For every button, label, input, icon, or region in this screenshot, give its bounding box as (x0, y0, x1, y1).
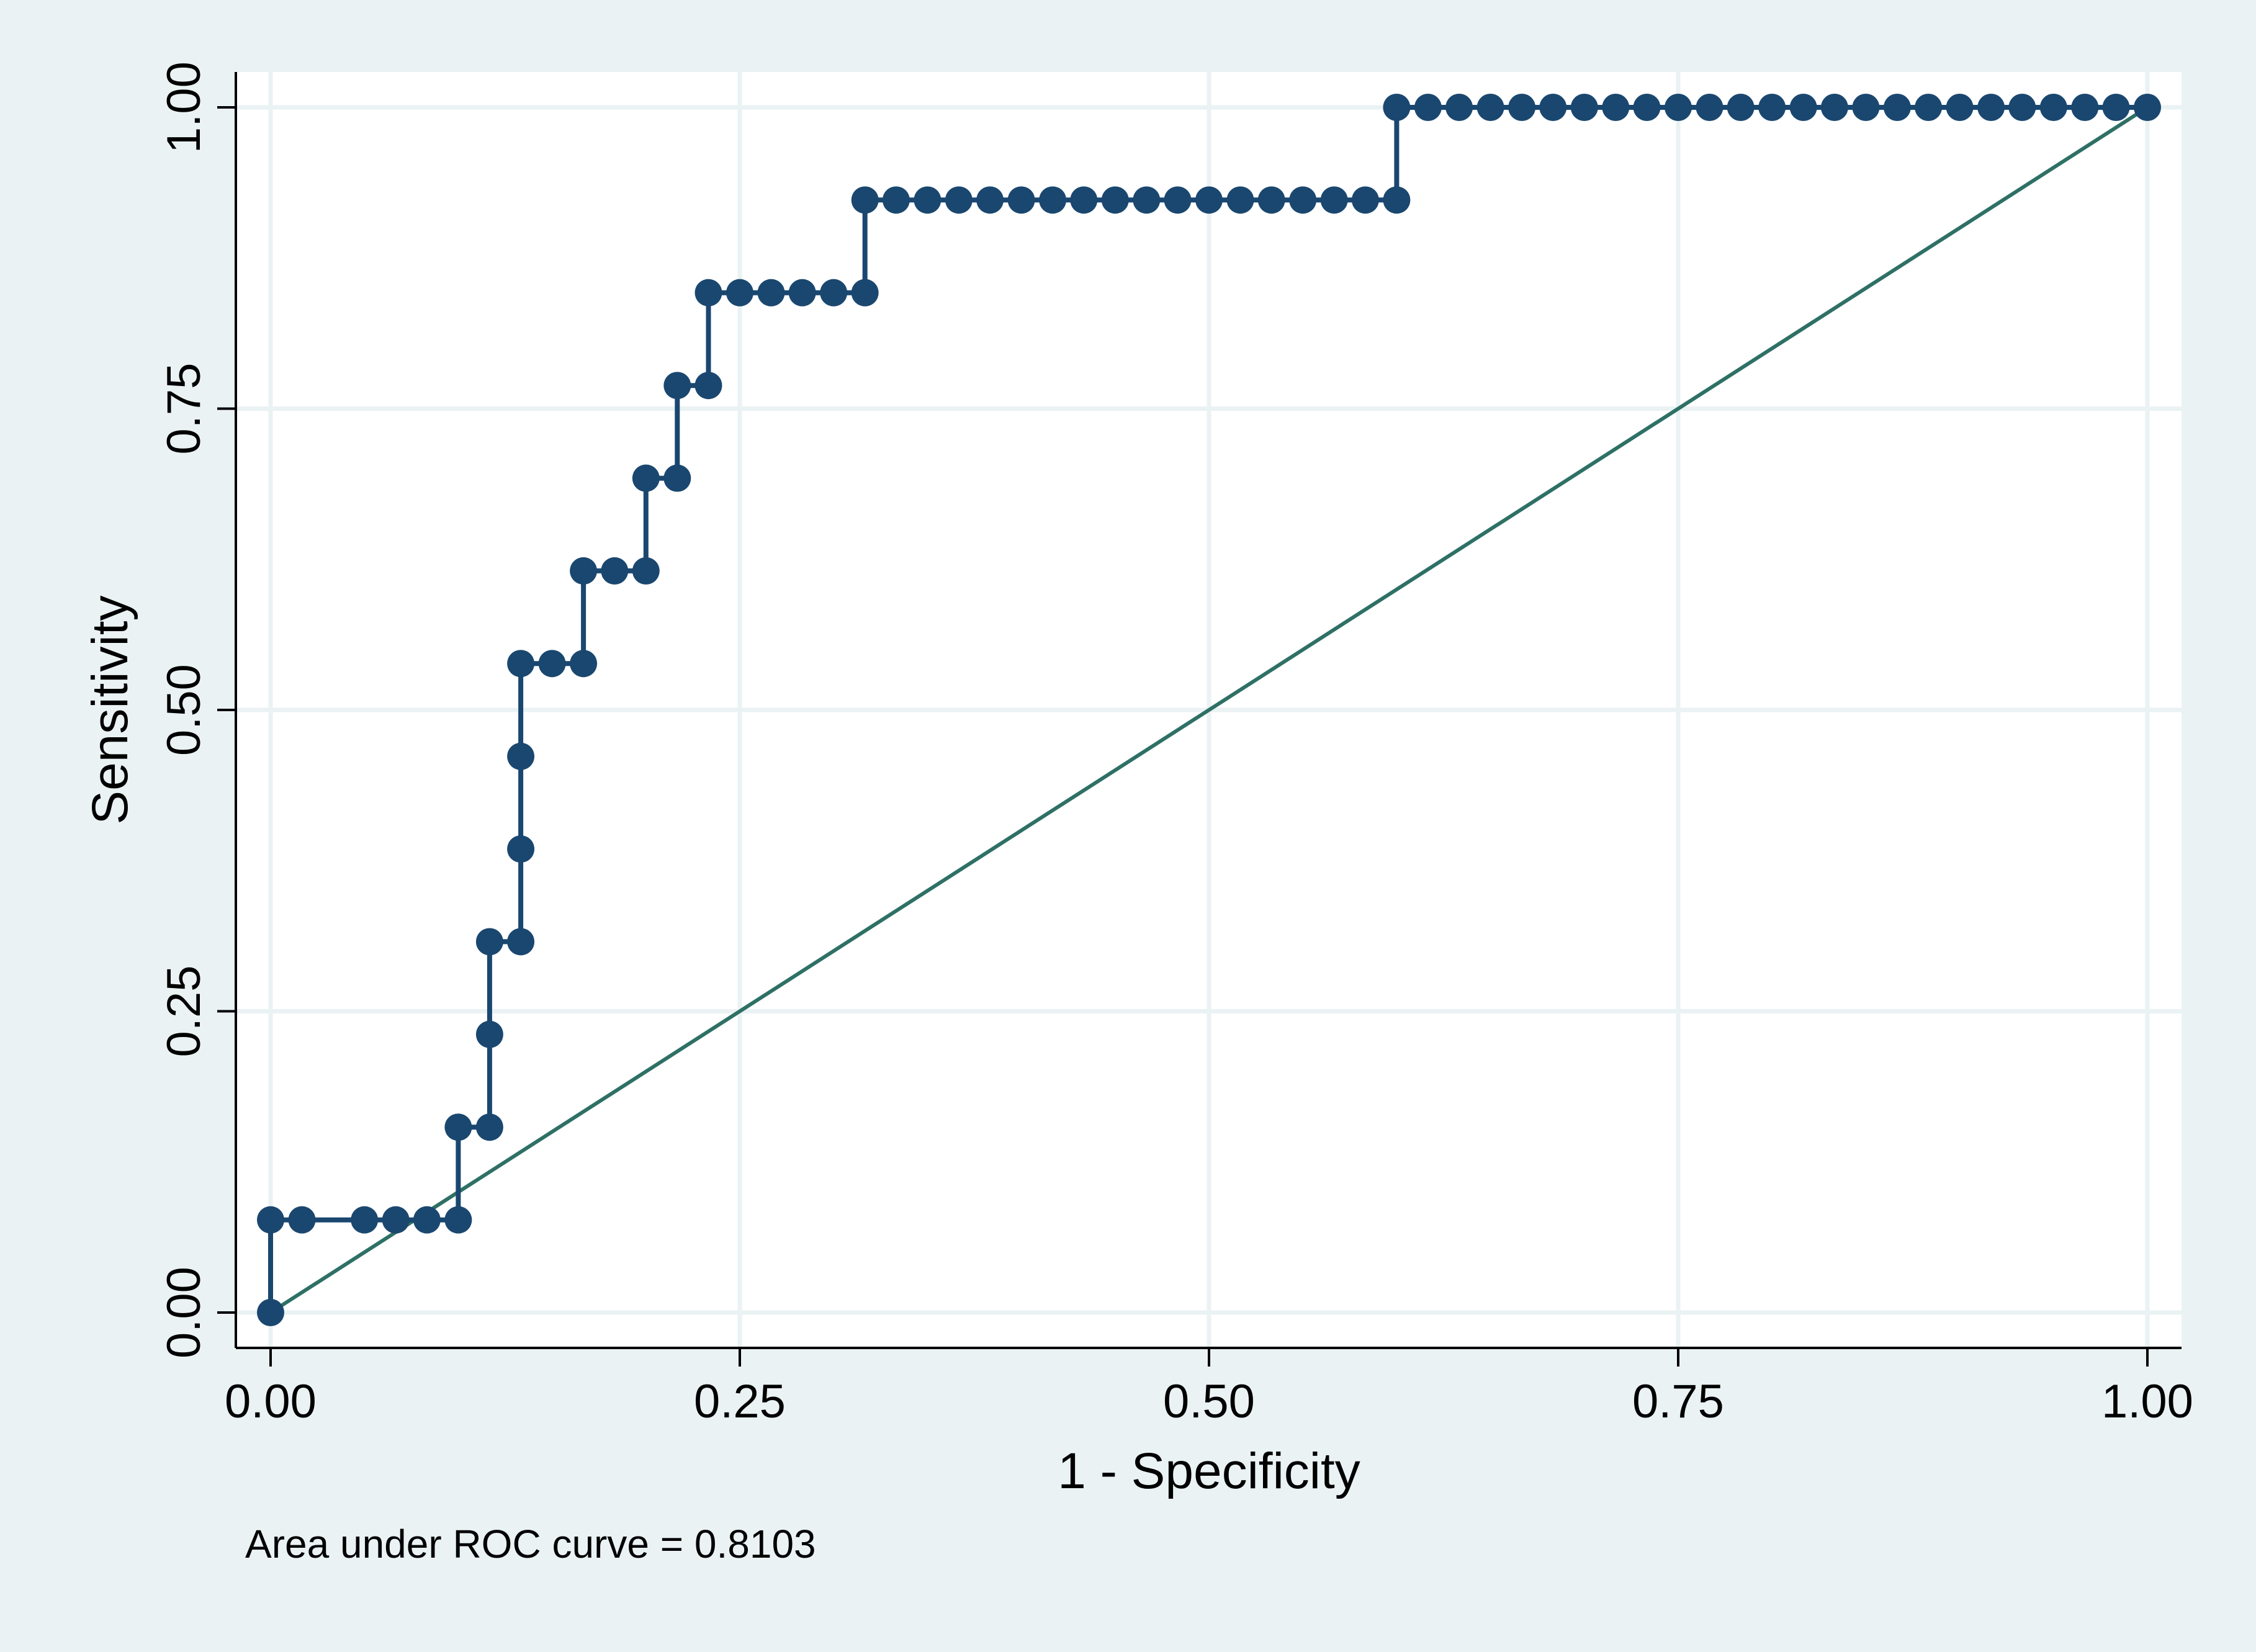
roc-point (694, 372, 722, 400)
roc-point (257, 1299, 284, 1326)
roc-point (444, 1113, 472, 1141)
roc-point (1508, 94, 1536, 121)
roc-point (1602, 94, 1630, 121)
roc-point (1320, 186, 1348, 214)
roc-point (1414, 94, 1442, 121)
roc-point (1758, 94, 1786, 121)
roc-point (1164, 186, 1192, 214)
roc-point (1226, 186, 1254, 214)
roc-point (757, 279, 785, 307)
roc-point (1257, 186, 1285, 214)
roc-point (1915, 94, 1943, 121)
roc-point (1727, 94, 1755, 121)
roc-point (882, 186, 910, 214)
y-tick-labels: 0.00 0.25 0.50 0.75 1.00 (158, 61, 210, 1358)
reference-diagonal-line (269, 105, 2149, 1314)
roc-point (663, 372, 691, 400)
roc-point (288, 1206, 316, 1234)
x-tick-label: 0.25 (694, 1375, 786, 1428)
roc-point (2008, 94, 2036, 121)
y-tick-label: 0.00 (158, 1267, 210, 1358)
roc-point (1977, 94, 2005, 121)
roc-point (945, 186, 973, 214)
y-tick-label: 0.50 (158, 664, 210, 756)
roc-point (1539, 94, 1567, 121)
roc-point (663, 464, 691, 492)
x-tick-label: 0.75 (1632, 1375, 1724, 1428)
roc-point (475, 928, 503, 956)
roc-point (1852, 94, 1880, 121)
roc-point (1007, 186, 1035, 214)
roc-point (914, 186, 941, 214)
roc-point (820, 279, 848, 307)
roc-point (1383, 94, 1411, 121)
roc-point (1570, 94, 1598, 121)
roc-point (1195, 186, 1223, 214)
roc-point (1289, 186, 1317, 214)
y-axis-title: Sensitivity (82, 595, 138, 824)
roc-point (726, 279, 753, 307)
x-tick-label: 0.00 (225, 1375, 317, 1428)
roc-point (382, 1206, 410, 1234)
roc-point (257, 1206, 284, 1234)
roc-point (2071, 94, 2099, 121)
roc-point (507, 650, 535, 678)
roc-point (694, 279, 722, 307)
roc-point (976, 186, 1004, 214)
x-tick-label: 1.00 (2101, 1375, 2193, 1428)
roc-point (475, 1113, 503, 1141)
y-tick-label: 1.00 (158, 61, 210, 153)
roc-point (1820, 94, 1848, 121)
roc-point (1101, 186, 1129, 214)
roc-point (1351, 186, 1379, 214)
roc-point (1383, 186, 1411, 214)
roc-point (413, 1206, 441, 1234)
roc-point (1665, 94, 1692, 121)
roc-point (2039, 94, 2067, 121)
roc-point (1696, 94, 1723, 121)
y-tick-label: 0.25 (158, 966, 210, 1057)
roc-point (1070, 186, 1098, 214)
x-tick-label: 0.50 (1163, 1375, 1255, 1428)
roc-point (507, 742, 535, 770)
roc-point (788, 279, 816, 307)
roc-point (1883, 94, 1911, 121)
roc-point (570, 650, 598, 678)
reference-line (269, 105, 2149, 1314)
roc-point (1445, 94, 1473, 121)
roc-point (538, 650, 566, 678)
roc-point (851, 279, 879, 307)
roc-point (851, 186, 879, 214)
roc-point (1789, 94, 1817, 121)
x-tick-labels: 0.00 0.25 0.50 0.75 1.00 (225, 1375, 2193, 1428)
roc-point (632, 464, 660, 492)
roc-point (1476, 94, 1504, 121)
roc-point (507, 835, 535, 863)
roc-point (2134, 94, 2161, 121)
roc-point (632, 557, 660, 585)
roc-point (2102, 94, 2130, 121)
roc-point (1133, 186, 1161, 214)
roc-point (475, 1020, 503, 1048)
roc-point (1633, 94, 1661, 121)
roc-point (1946, 94, 1974, 121)
roc-point (1039, 186, 1067, 214)
x-axis-title: 1 - Specificity (1058, 1443, 1360, 1499)
axes (217, 72, 2182, 1367)
roc-point (444, 1206, 472, 1234)
roc-point (570, 557, 598, 585)
y-tick-label: 0.75 (158, 363, 210, 455)
roc-series (257, 94, 2161, 1326)
roc-point (601, 557, 629, 585)
auc-note: Area under ROC curve = 0.8103 (245, 1522, 816, 1566)
roc-point (507, 928, 535, 956)
roc-point (351, 1206, 379, 1234)
